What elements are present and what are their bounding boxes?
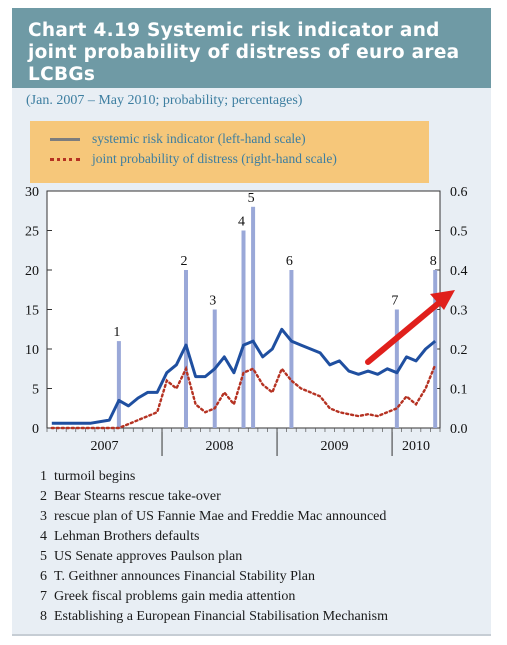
right-tick-label: 0.1	[450, 383, 468, 398]
event-note-number: 6	[40, 569, 47, 584]
event-note: 5 US Senate approves Paulson plan	[40, 547, 388, 567]
legend: systemic risk indicator (left-hand scale…	[30, 121, 429, 183]
left-tick-label: 5	[32, 383, 39, 398]
right-tick-label: 0.4	[450, 264, 468, 279]
legend-item-joint-probability: joint probability of distress (right-han…	[50, 151, 337, 167]
event-label: 3	[209, 294, 216, 309]
event-bar	[251, 206, 256, 428]
event-bar	[289, 270, 294, 428]
right-tick-label: 0.3	[450, 304, 468, 319]
bottom-rule	[12, 634, 491, 636]
left-tick-label: 30	[25, 185, 39, 200]
event-note: 6 T. Geithner announces Financial Stabili…	[40, 567, 388, 587]
event-label: 7	[391, 294, 398, 309]
right-tick-label: 0.5	[450, 225, 468, 240]
event-note: 1 turmoil begins	[40, 467, 388, 487]
event-bar	[433, 270, 438, 428]
event-note: 2 Bear Stearns rescue take-over	[40, 487, 388, 507]
left-tick-label: 25	[25, 225, 39, 240]
legend-label-systemic-risk: systemic risk indicator (left-hand scale…	[92, 131, 306, 146]
event-note-text: turmoil begins	[54, 469, 136, 484]
event-note-text: Greek fiscal problems gain media attenti…	[54, 589, 296, 604]
title-bar: Chart 4.19 Systemic risk indicator and j…	[12, 8, 491, 88]
event-note-number: 7	[40, 589, 47, 604]
legend-item-systemic-risk: systemic risk indicator (left-hand scale…	[50, 131, 306, 147]
event-note: 4 Lehman Brothers defaults	[40, 527, 388, 547]
event-note-number: 3	[40, 509, 47, 524]
event-note: 8 Establishing a European Financial Stabi…	[40, 607, 388, 627]
event-label: 5	[248, 191, 255, 206]
chart-title: Chart 4.19 Systemic risk indicator and j…	[28, 20, 460, 85]
right-tick-label: 0.6	[450, 185, 468, 200]
legend-swatch-dotted	[50, 157, 80, 161]
event-bar	[241, 230, 246, 428]
event-notes: 1 turmoil begins 2 Bear Stearns rescue take…	[40, 467, 388, 627]
event-bar	[394, 309, 399, 428]
left-tick-label: 10	[25, 343, 39, 358]
event-label: 6	[286, 254, 293, 269]
left-tick-label: 15	[25, 304, 39, 319]
legend-swatch-solid	[50, 137, 80, 141]
event-note-number: 1	[40, 469, 47, 484]
event-note-text: Bear Stearns rescue take-over	[54, 489, 221, 504]
event-note-number: 8	[40, 609, 47, 624]
x-tick-label: 2009	[321, 439, 349, 454]
event-note-text: T. Geithner announces Financial Stabilit…	[54, 569, 316, 584]
event-note-text: Establishing a European Financial Stabil…	[54, 609, 388, 624]
left-tick-label: 20	[25, 264, 39, 279]
event-note: 3 rescue plan of US Fannie Mae and Freddi…	[40, 507, 388, 527]
series-line-joint-probability	[50, 363, 437, 430]
x-tick-label: 2007	[91, 439, 119, 454]
legend-label-joint-probability: joint probability of distress (right-han…	[92, 151, 337, 166]
x-tick-label: 2008	[206, 439, 234, 454]
event-bar	[116, 341, 121, 428]
event-note-number: 4	[40, 529, 47, 544]
right-tick-label: 0.0	[450, 422, 468, 437]
chart-subtitle: (Jan. 2007 – May 2010; probability; perc…	[26, 93, 303, 108]
event-label: 4	[238, 215, 245, 230]
event-label: 8	[430, 254, 437, 269]
event-note-number: 2	[40, 489, 47, 504]
right-tick-label: 0.2	[450, 343, 468, 358]
event-label: 2	[180, 254, 187, 269]
event-note-text: US Senate approves Paulson plan	[54, 549, 243, 564]
event-label: 1	[113, 325, 120, 340]
left-tick-label: 0	[32, 422, 39, 437]
event-note: 7 Greek fiscal problems gain media attent…	[40, 587, 388, 607]
event-note-text: rescue plan of US Fannie Mae and Freddie…	[54, 509, 387, 524]
x-tick-label: 2010	[402, 439, 430, 454]
event-note-number: 5	[40, 549, 47, 564]
event-note-text: Lehman Brothers defaults	[54, 529, 200, 544]
series-line-systemic-risk	[51, 327, 437, 425]
